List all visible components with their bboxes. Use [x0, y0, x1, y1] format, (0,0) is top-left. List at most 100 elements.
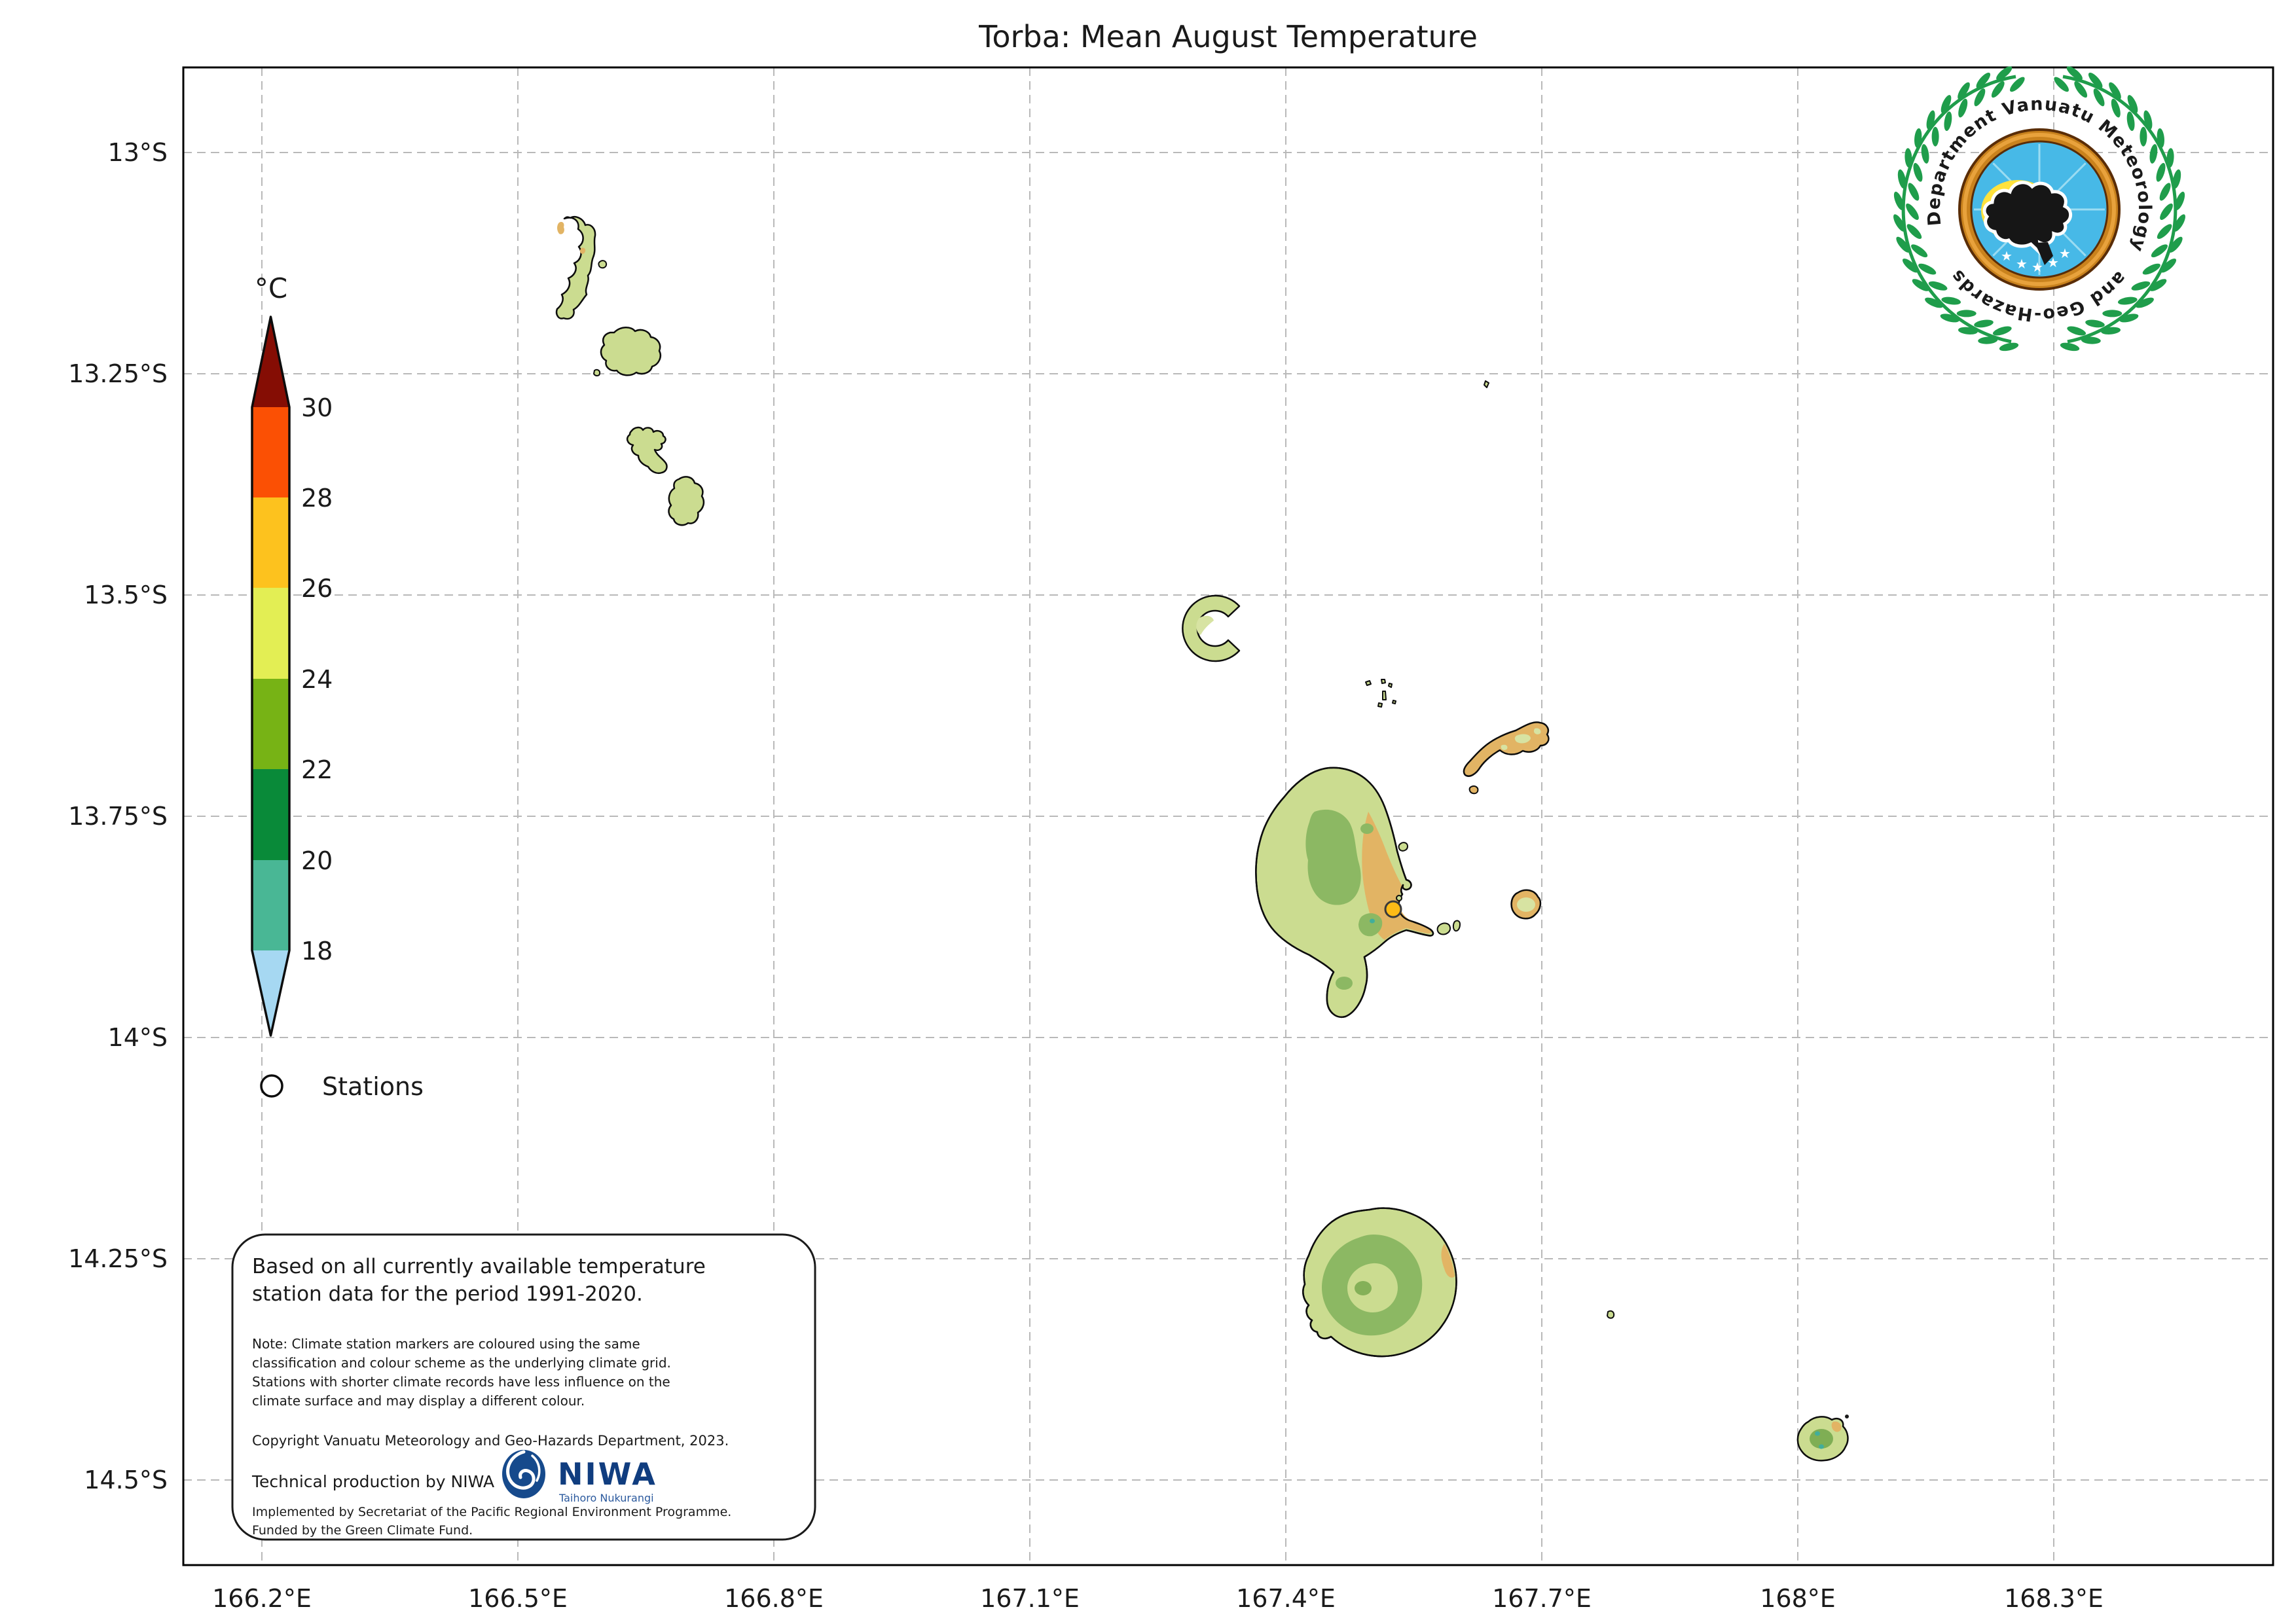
laurel-stem: [1901, 75, 2016, 344]
island-vanua-lava-sand-coast: [1362, 812, 1432, 940]
islands: [555, 215, 1849, 1462]
info-footer-line: Funded by the Green Climate Fund.: [252, 1523, 473, 1538]
laurel-wreath-icon: [1893, 66, 2185, 352]
island-toga: [668, 476, 705, 526]
colorbar-tick-label: 24: [301, 665, 333, 694]
island-mota-green-patch: [1517, 897, 1535, 912]
colorbar-arrow-above-30: [252, 317, 289, 407]
stations-legend-label: Stations: [322, 1072, 424, 1101]
niwa-logo-mark: [502, 1450, 545, 1498]
island-vanua-lava-outline: [1255, 767, 1434, 1019]
x-tick-label: 168.3°E: [2004, 1584, 2104, 1613]
y-tick-label: 14.25°S: [68, 1244, 168, 1273]
reef-islet: [1392, 700, 1396, 704]
niwa-swirl-icon: [506, 1450, 536, 1490]
island-vanua-lava-green-patch: [1358, 913, 1383, 937]
islet-metoma: [598, 260, 608, 269]
island-gaua-outline: [1302, 1207, 1457, 1358]
niwa-tagline: Taihoro Nukurangi: [558, 1492, 654, 1504]
island-tegua: [600, 327, 662, 376]
x-tick-label: 167.7°E: [1492, 1584, 1592, 1613]
info-box-panel: [231, 1233, 816, 1541]
info-note-line: climate surface and may display a differ…: [252, 1393, 585, 1409]
islet-east-of-gaua: [1607, 1310, 1615, 1319]
x-axis: 166.2°E 166.5°E 166.8°E 167.1°E 167.4°E …: [212, 1584, 2104, 1613]
colorbar-band-18-20: [252, 860, 289, 950]
colorbar: °C 30 28 26 24 22 20 18: [251, 272, 333, 1037]
info-box: Based on all currently available tempera…: [231, 1233, 816, 1541]
islet-off-vanua-lava: [1398, 842, 1408, 852]
niwa-swirl-icon: [531, 1454, 541, 1482]
colorbar-band-24-26: [252, 588, 289, 679]
islet-qakea: [1436, 922, 1451, 935]
y-tick-label: 13.5°S: [84, 581, 168, 609]
info-copyright: Copyright Vanuatu Meteorology and Geo-Ha…: [252, 1433, 729, 1449]
island-vanua-lava-teal-spot: [1370, 918, 1375, 924]
island-hiu-sand-patch: [579, 247, 586, 254]
seal-ring-highlight: [1963, 133, 2116, 286]
islet-dot-near-mere-lava: [1845, 1415, 1849, 1418]
y-tick-label: 14°S: [108, 1023, 168, 1052]
island-mota-lava-green-patch: [1514, 734, 1531, 744]
colorbar-tick-label: 30: [301, 393, 333, 422]
island-ureparapara-green-patch: [1196, 615, 1214, 635]
info-note-line: Stations with shorter climate records ha…: [252, 1374, 670, 1390]
island-gaua-volcano-knob: [1355, 1281, 1372, 1295]
islet-northeast: [1484, 380, 1489, 388]
colorbar-band-20-22: [252, 769, 289, 860]
y-tick-label: 13.75°S: [68, 802, 168, 831]
colorbar-band-26-28: [252, 497, 289, 588]
island-mota-lava-green-patch: [1533, 728, 1541, 734]
island-gaua-sand-coast: [1441, 1244, 1455, 1278]
reef-islet: [1365, 680, 1372, 686]
star-icon: ★: [2001, 248, 2013, 264]
y-tick-label: 13.25°S: [68, 359, 168, 388]
tornado-funnel-icon: [2035, 242, 2053, 265]
island-mere-lava-teal-spot: [1819, 1444, 1824, 1449]
reef-islet: [1377, 702, 1383, 708]
x-tick-label: 166.2°E: [212, 1584, 312, 1613]
y-axis: 13°S 13.25°S 13.5°S 13.75°S 14°S 14.25°S…: [68, 138, 168, 1494]
colorbar-unit-label: °C: [255, 272, 287, 304]
star-icon: ★: [2016, 256, 2028, 272]
island-vanua-lava-green-patch: [1360, 823, 1374, 834]
info-statement-line: Based on all currently available tempera…: [252, 1255, 706, 1278]
x-tick-label: 167.1°E: [980, 1584, 1080, 1613]
x-tick-label: 166.5°E: [468, 1584, 568, 1613]
x-tick-label: 166.8°E: [724, 1584, 824, 1613]
island-mere-lava-sand-patch: [1831, 1421, 1842, 1432]
x-tick-label: 167.4°E: [1236, 1584, 1336, 1613]
island-lo: [626, 426, 668, 475]
reef-islet: [1381, 679, 1386, 684]
star-icon: ★: [2047, 255, 2059, 270]
niwa-logo: NIWA Taihoro Nukurangi: [502, 1450, 657, 1504]
station-marker: [1384, 900, 1402, 918]
island-vanua-lava-green-patch: [1336, 977, 1353, 990]
island-hiu: [555, 215, 596, 320]
stations-legend-marker: [260, 1074, 283, 1098]
info-statement-line: station data for the period 1991-2020.: [252, 1282, 643, 1306]
colorbar-tick-label: 18: [301, 937, 333, 965]
island-mota-lava-green-patch: [1501, 744, 1508, 750]
island-mere-lava-teal-spot: [1815, 1431, 1820, 1436]
niwa-wordmark: NIWA: [558, 1456, 657, 1492]
star-icon: ★: [2032, 259, 2043, 275]
reef-islet: [1382, 691, 1387, 700]
info-note-line: Note: Climate station markers are colour…: [252, 1336, 640, 1352]
colorbar-band-28-30: [252, 407, 289, 497]
info-footer-line: Implemented by Secretariat of the Pacifi…: [252, 1505, 731, 1519]
colorbar-tick-label: 20: [301, 846, 333, 875]
x-tick-label: 168°E: [1760, 1584, 1836, 1613]
islet-near-tegua: [593, 369, 601, 376]
info-note-line: classification and colour scheme as the …: [252, 1355, 671, 1371]
star-icon: ★: [2059, 245, 2071, 261]
y-tick-label: 13°S: [108, 138, 168, 167]
plot-frame: [182, 66, 2274, 1566]
islet-ra: [1468, 785, 1479, 795]
y-tick-label: 14.5°S: [84, 1466, 168, 1494]
island-gaua-highland-ring: [1321, 1235, 1423, 1336]
laurel-stem: [2062, 75, 2178, 344]
islet-off-vanua-lava: [1396, 895, 1402, 901]
island-hiu-sand-patch: [557, 221, 564, 234]
